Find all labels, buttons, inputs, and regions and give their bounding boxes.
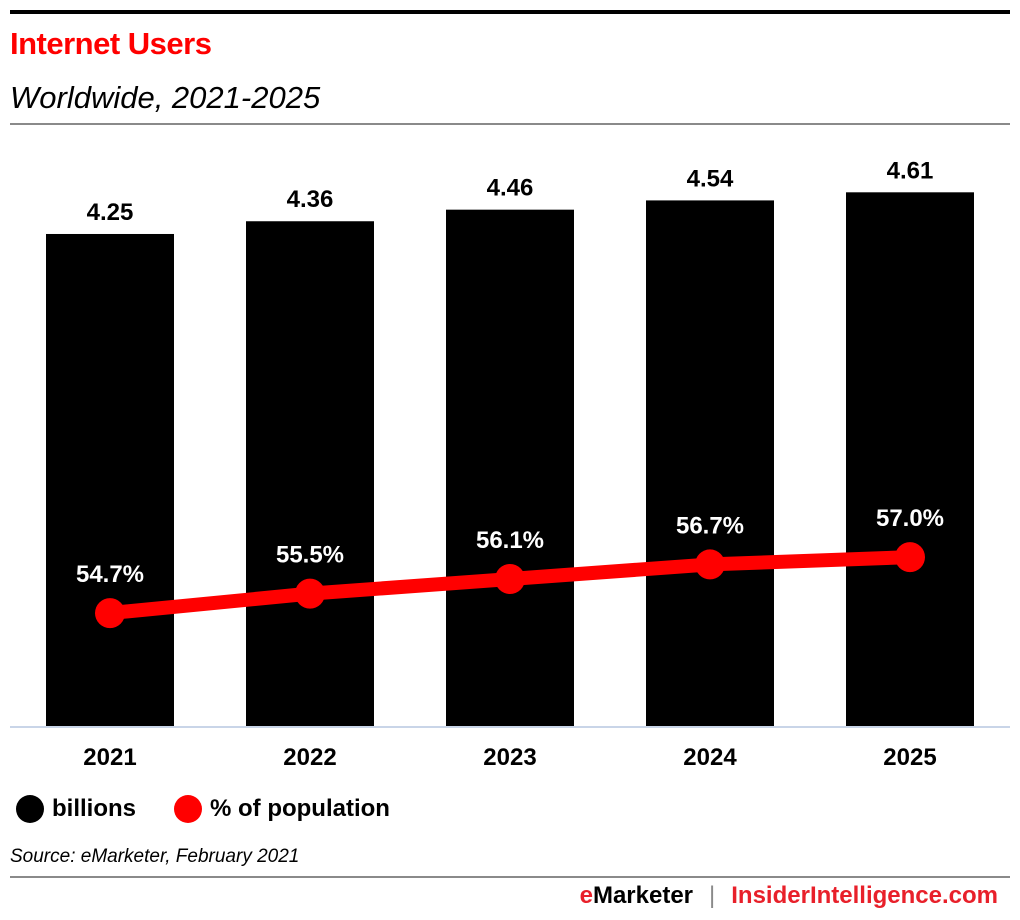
line-point-2022 xyxy=(295,578,325,609)
bar-2024 xyxy=(646,200,774,726)
line-point-2024 xyxy=(695,549,725,580)
x-tick-2023: 2023 xyxy=(483,744,536,771)
x-tick-2025: 2025 xyxy=(883,744,936,771)
line-label-2023: 56.1% xyxy=(476,527,544,554)
source-note: Source: eMarketer, February 2021 xyxy=(10,846,300,867)
bar-2023 xyxy=(446,209,574,726)
line-label-2021: 54.7% xyxy=(76,561,144,588)
x-tick-2022: 2022 xyxy=(283,744,336,771)
bar-label-2024: 4.54 xyxy=(687,165,734,192)
bar-label-2025: 4.61 xyxy=(887,157,934,184)
legend-label-percent-population: % of population xyxy=(210,795,390,822)
x-tick-2024: 2024 xyxy=(683,744,737,771)
footer: eMarketer | InsiderIntelligence.com xyxy=(580,882,998,910)
legend-item-percent-population: % of population xyxy=(174,795,390,823)
legend-label-billions: billions xyxy=(52,795,136,822)
footer-separator: | xyxy=(709,882,716,909)
footer-site: InsiderIntelligence.com xyxy=(731,882,998,909)
subtitle-divider xyxy=(10,123,1010,125)
bar-label-2023: 4.46 xyxy=(487,175,534,202)
legend-swatch-percent-population xyxy=(174,795,202,823)
bar-2025 xyxy=(846,192,974,727)
x-tick-2021: 2021 xyxy=(83,744,136,771)
footer-brand-rest: Marketer xyxy=(592,882,694,909)
line-point-2025 xyxy=(895,542,925,573)
line-label-2025: 57.0% xyxy=(876,505,944,532)
line-label-2022: 55.5% xyxy=(276,542,344,569)
legend-item-billions: billions xyxy=(16,795,136,823)
line-point-2021 xyxy=(95,598,125,629)
footer-brand-prefix: e xyxy=(579,882,593,909)
bar-2022 xyxy=(246,221,374,726)
legend: billions % of population xyxy=(16,792,428,826)
bar-label-2021: 4.25 xyxy=(87,199,134,226)
line-label-2024: 56.7% xyxy=(676,512,744,539)
bar-label-2022: 4.36 xyxy=(287,186,334,213)
footer-brand: eMarketer xyxy=(580,882,693,910)
footer-divider xyxy=(10,876,1010,878)
line-point-2023 xyxy=(495,564,525,595)
chart-title: Internet Users xyxy=(10,26,212,61)
chart-subtitle: Worldwide, 2021-2025 xyxy=(10,80,321,115)
bar-2021 xyxy=(46,233,174,726)
top-rule xyxy=(10,10,1010,14)
legend-swatch-billions xyxy=(16,795,44,823)
